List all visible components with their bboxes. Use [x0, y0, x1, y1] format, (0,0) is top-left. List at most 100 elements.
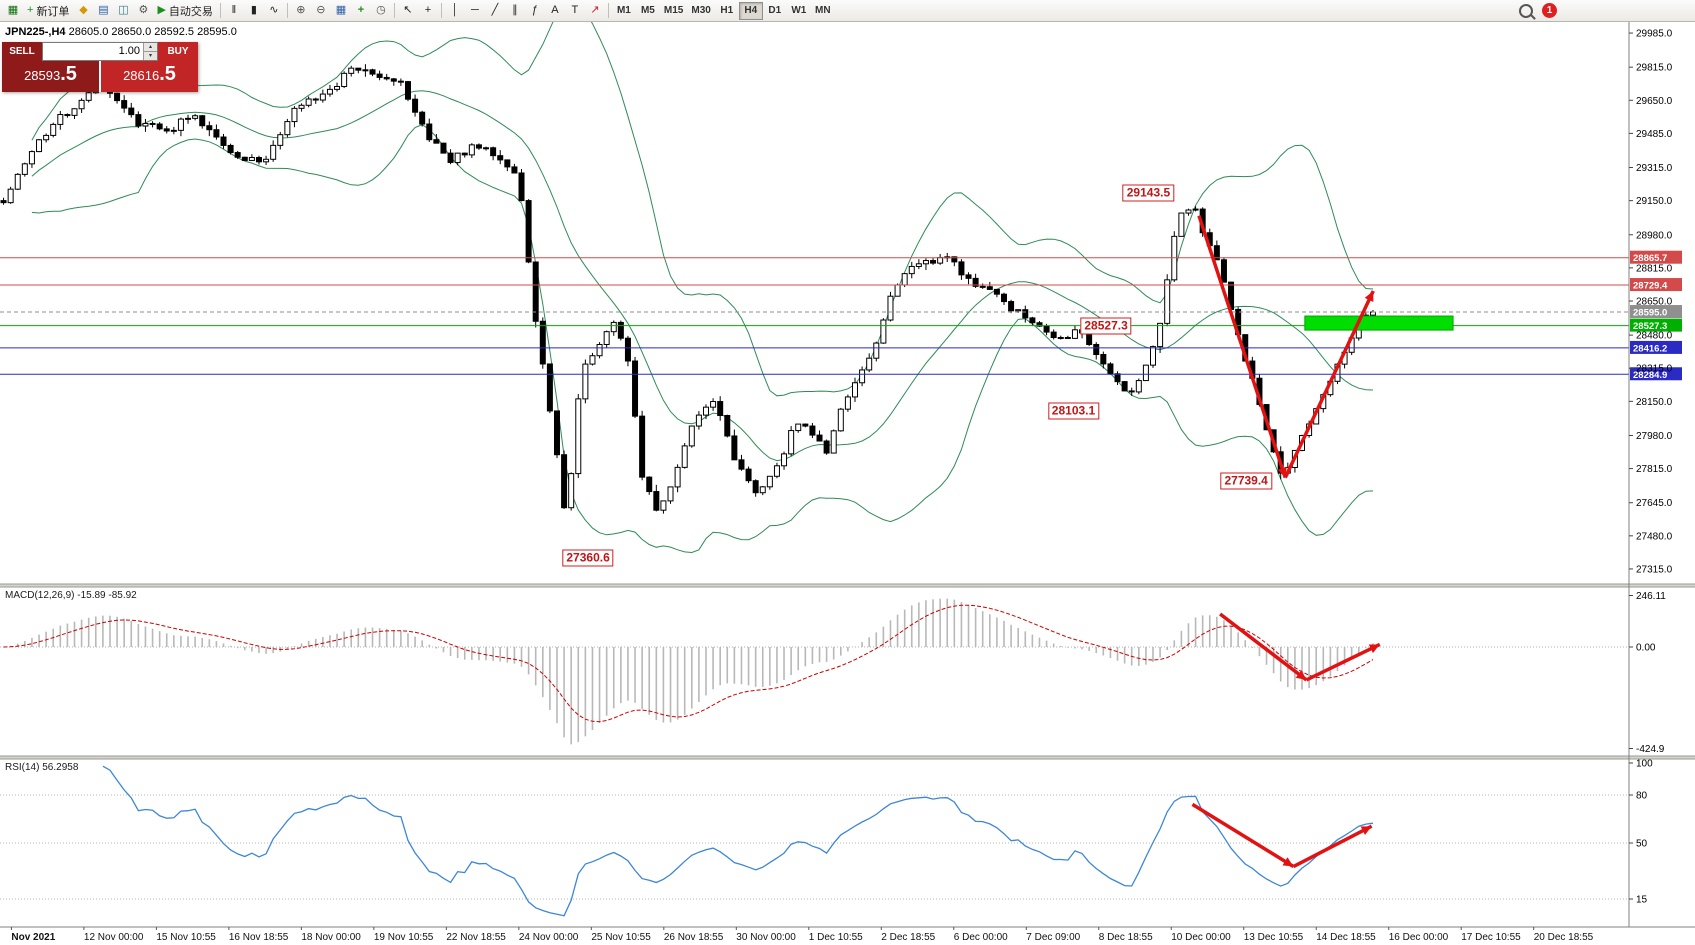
svg-text:29315.0: 29315.0: [1636, 163, 1673, 174]
svg-text:-424.9: -424.9: [1636, 744, 1665, 755]
play-icon: ▶: [157, 4, 166, 16]
svg-text:25 Nov 10:55: 25 Nov 10:55: [591, 932, 651, 943]
svg-text:24 Nov 00:00: 24 Nov 00:00: [519, 932, 579, 943]
svg-text:27815.0: 27815.0: [1636, 464, 1673, 475]
trendline-button[interactable]: ╱: [485, 2, 505, 20]
price-annotation[interactable]: 28527.3: [1080, 317, 1132, 335]
strategy-tester-button[interactable]: ⚙: [133, 2, 153, 20]
bar-chart-button[interactable]: ‖: [224, 2, 244, 20]
timeframe-m1-button[interactable]: M1: [612, 2, 636, 20]
svg-text:100: 100: [1636, 759, 1653, 770]
toolbar-right-group: 1: [1519, 3, 1695, 18]
tester-icon: ⚙: [138, 4, 149, 16]
market-watch-button[interactable]: ▤: [93, 2, 113, 20]
timeframe-m5-button[interactable]: M5: [636, 2, 660, 20]
cursor-tool-button[interactable]: ↖: [398, 2, 418, 20]
toolbar-separator: [607, 3, 609, 18]
data-window-button[interactable]: ◫: [113, 2, 133, 20]
horizontal-line-icon: ─: [471, 4, 479, 16]
profiles-button[interactable]: ◆: [73, 2, 93, 20]
svg-text:28480.0: 28480.0: [1636, 331, 1673, 342]
period-button[interactable]: ◷: [371, 2, 391, 20]
svg-text:Nov 2021: Nov 2021: [11, 932, 55, 943]
data-window-icon: ◫: [118, 4, 129, 16]
channel-button[interactable]: ∥: [505, 2, 525, 20]
fibonacci-button[interactable]: ƒ: [525, 2, 545, 20]
channel-icon: ∥: [512, 4, 518, 16]
buy-button[interactable]: BUY: [158, 42, 198, 61]
svg-text:16 Nov 18:55: 16 Nov 18:55: [229, 932, 289, 943]
timeframe-w1-button[interactable]: W1: [787, 2, 811, 20]
search-icon[interactable]: [1519, 3, 1533, 18]
toolbar-separator: [219, 3, 221, 18]
autotrading-button[interactable]: ▶ 自动交易: [153, 2, 216, 20]
price-annotation[interactable]: 28103.1: [1047, 402, 1100, 420]
crosshair-tool-button[interactable]: +: [418, 2, 438, 20]
label-tool-button[interactable]: T: [565, 2, 585, 20]
one-click-trading-panel: SELL 1.00 ▴ ▾ BUY 28593.5 28616.5: [2, 42, 198, 92]
svg-text:8 Dec 18:55: 8 Dec 18:55: [1099, 932, 1153, 943]
macd-label: MACD(12,26,9) -15.89 -85.92: [5, 590, 137, 601]
chart-symbol: JPN225-,H4: [5, 26, 66, 38]
label-icon: T: [571, 4, 579, 16]
volume-input[interactable]: 1.00 ▴ ▾: [42, 42, 158, 61]
sell-button[interactable]: SELL: [2, 42, 42, 61]
fibonacci-icon: ƒ: [531, 4, 538, 16]
svg-text:80: 80: [1636, 791, 1648, 802]
svg-text:28729.4: 28729.4: [1633, 281, 1668, 292]
clock-icon: ◷: [376, 4, 386, 16]
price-annotation[interactable]: 27739.4: [1220, 472, 1272, 490]
buy-price-main: 28616: [123, 68, 160, 83]
profiles-icon: ◆: [79, 4, 88, 16]
line-chart-button[interactable]: ∿: [264, 2, 284, 20]
volume-up-button[interactable]: ▴: [144, 43, 157, 52]
new-chart-button[interactable]: ▦: [3, 2, 23, 20]
vertical-line-button[interactable]: │: [445, 2, 465, 20]
chart-ohlc-values: 28605.0 28650.0 28592.5 28595.0: [68, 26, 237, 38]
svg-text:10 Dec 00:00: 10 Dec 00:00: [1171, 932, 1231, 943]
zoom-out-button[interactable]: ⊖: [311, 2, 331, 20]
timeframe-m15-button[interactable]: M15: [660, 2, 687, 20]
svg-text:28595.0: 28595.0: [1633, 308, 1667, 319]
text-tool-button[interactable]: A: [545, 2, 565, 20]
svg-text:28315.0: 28315.0: [1636, 364, 1673, 375]
timeframe-m30-button[interactable]: M30: [687, 2, 714, 20]
svg-text:6 Dec 00:00: 6 Dec 00:00: [954, 932, 1008, 943]
arrows-tool-button[interactable]: ↗: [585, 2, 605, 20]
svg-text:18 Nov 00:00: 18 Nov 00:00: [301, 932, 361, 943]
svg-text:28815.0: 28815.0: [1636, 263, 1673, 274]
price-chart[interactable]: 28865.7 28729.4 28595.0 28527.3 28416.2 28284…: [0, 22, 1695, 945]
svg-text:27480.0: 27480.0: [1636, 531, 1673, 542]
svg-text:15 Nov 10:55: 15 Nov 10:55: [156, 932, 216, 943]
autotrading-label: 自动交易: [168, 5, 213, 18]
svg-text:12 Nov 00:00: 12 Nov 00:00: [84, 932, 144, 943]
tile-windows-button[interactable]: ▦: [331, 2, 351, 20]
timeframe-h4-button[interactable]: H4: [738, 1, 763, 20]
svg-text:28416.2: 28416.2: [1633, 343, 1667, 354]
svg-text:28150.0: 28150.0: [1636, 397, 1673, 408]
horizontal-line-button[interactable]: ─: [465, 2, 485, 20]
zoom-out-icon: ⊖: [316, 4, 326, 16]
zoom-in-button[interactable]: ⊕: [291, 2, 311, 20]
notification-badge[interactable]: 1: [1542, 3, 1557, 18]
indicators-icon: +: [357, 4, 365, 16]
indicators-button[interactable]: +: [351, 2, 371, 20]
candlestick-chart-button[interactable]: ▮: [244, 2, 264, 20]
chart-canvas[interactable]: 28865.7 28729.4 28595.0 28527.3 28416.2 28284…: [0, 22, 1695, 945]
toolbar-separator: [286, 3, 288, 18]
timeframe-mn-button[interactable]: MN: [811, 2, 835, 20]
svg-text:50: 50: [1636, 839, 1648, 850]
new-order-button[interactable]: + 新订单: [23, 2, 73, 20]
price-annotation[interactable]: 29143.5: [1122, 184, 1175, 202]
sell-price-display[interactable]: 28593.5: [2, 61, 99, 92]
price-annotation[interactable]: 27360.6: [562, 549, 614, 567]
buy-price-display[interactable]: 28616.5: [101, 61, 198, 92]
crosshair-icon: +: [424, 4, 432, 16]
svg-text:1 Dec 10:55: 1 Dec 10:55: [809, 932, 863, 943]
svg-text:30 Nov 00:00: 30 Nov 00:00: [736, 932, 796, 943]
zoom-in-icon: ⊕: [296, 4, 306, 16]
cursor-icon: ↖: [403, 4, 413, 16]
timeframe-d1-button[interactable]: D1: [763, 2, 787, 20]
timeframe-h1-button[interactable]: H1: [715, 2, 739, 20]
volume-down-button[interactable]: ▾: [144, 52, 157, 60]
